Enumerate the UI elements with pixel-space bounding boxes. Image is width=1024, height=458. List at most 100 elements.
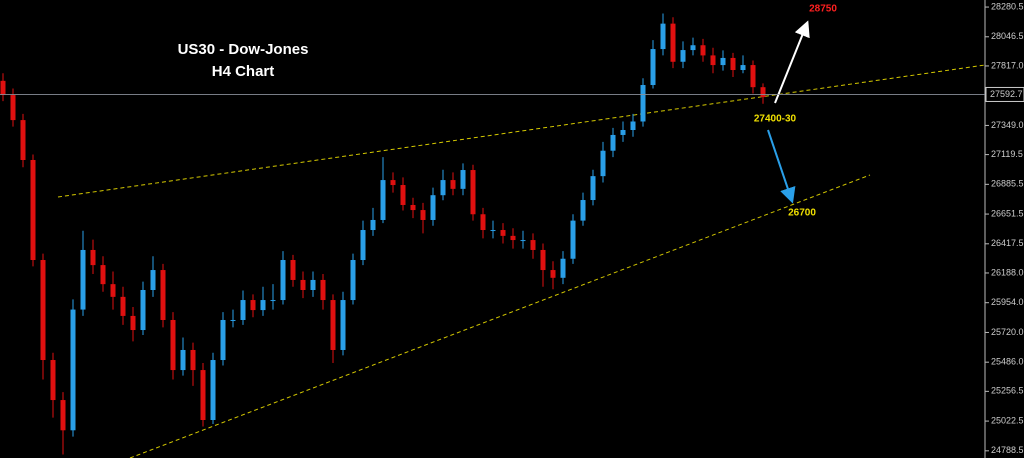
candle-body	[280, 260, 286, 301]
candle-body	[750, 65, 756, 88]
candle-body	[680, 50, 686, 62]
candle-body	[720, 57, 726, 66]
candle-body	[550, 270, 556, 278]
y-tick-label: 25954.0	[991, 297, 1024, 307]
annotation: 28750	[809, 4, 837, 15]
candle-body	[250, 300, 256, 311]
candle-body	[80, 249, 86, 310]
candle-body	[320, 279, 326, 301]
candle-body	[30, 159, 36, 261]
candle-body	[10, 95, 16, 121]
candle-body	[490, 230, 496, 232]
candle-body	[330, 300, 336, 350]
candles	[0, 13, 766, 455]
candle-body	[590, 176, 596, 201]
candle-body	[350, 260, 356, 301]
candle-body	[610, 134, 616, 151]
candle-body	[630, 121, 636, 131]
candle-body	[300, 279, 306, 290]
arrow-down	[767, 129, 796, 204]
candle-body	[760, 87, 766, 98]
candle-body	[100, 265, 106, 285]
candle-body	[90, 249, 96, 266]
candle-body	[310, 279, 316, 290]
candle-body	[340, 300, 346, 350]
candle-body	[160, 270, 166, 320]
y-tick-label: 27119.5	[991, 149, 1023, 159]
candle-body	[0, 80, 6, 96]
candle-body	[640, 85, 646, 122]
annotation: 27400-30	[754, 114, 797, 125]
candle-body	[170, 319, 176, 371]
candle-body	[740, 65, 746, 71]
candle-body	[150, 270, 156, 290]
candle-body	[180, 349, 186, 371]
candle-body	[370, 219, 376, 231]
candle-body	[40, 260, 46, 361]
trend-line	[129, 174, 871, 458]
candle-body	[140, 289, 146, 331]
candle-body	[710, 55, 716, 66]
candle-body	[70, 309, 76, 431]
candle-body	[650, 49, 656, 86]
y-tick-label: 28280.5	[991, 1, 1024, 11]
candle-body	[120, 296, 126, 316]
candle-body	[410, 204, 416, 211]
candle-body	[500, 230, 506, 236]
candle-body	[50, 360, 56, 401]
candle-body	[670, 23, 676, 62]
candle-body	[580, 200, 586, 221]
candle-body	[210, 360, 216, 421]
candle-body	[690, 45, 696, 51]
candle-body	[190, 349, 196, 371]
y-tick-label: 25720.0	[991, 327, 1024, 337]
candle-body	[130, 315, 136, 331]
candle-body	[110, 284, 116, 297]
y-tick-label: 26651.5	[991, 208, 1024, 218]
candle-body	[600, 150, 606, 177]
candle-body	[380, 180, 386, 220]
y-tick-label: 26188.0	[991, 267, 1024, 277]
candle-body	[260, 300, 266, 311]
candle-body	[470, 170, 476, 215]
candle-body	[220, 319, 226, 361]
candle-body	[570, 220, 576, 259]
candle-body	[530, 240, 536, 250]
candle-body	[270, 300, 276, 302]
candle-body	[510, 235, 516, 241]
candle-body	[520, 240, 526, 242]
trend-line	[57, 64, 986, 198]
y-tick-label: 27349.0	[991, 120, 1024, 130]
candle-body	[560, 258, 566, 278]
candle-body	[400, 185, 406, 205]
candle-body	[240, 300, 246, 320]
y-tick-label: 25022.5	[991, 415, 1024, 425]
candle-body	[460, 170, 466, 189]
candle-body	[200, 370, 206, 421]
y-tick-label: 25256.5	[991, 386, 1024, 396]
y-tick-label: 27817.0	[991, 60, 1024, 70]
candle-body	[450, 180, 456, 189]
candle-body	[440, 180, 446, 196]
y-tick-label: 25486.0	[991, 357, 1024, 367]
candle-body	[730, 57, 736, 71]
candle-body	[430, 195, 436, 220]
candle-body	[660, 23, 666, 50]
y-tick-label: 28046.5	[991, 31, 1024, 41]
price-label: 27592.7	[990, 89, 1023, 99]
candle-body	[390, 180, 396, 186]
candle-body	[360, 230, 366, 261]
candle-body	[290, 260, 296, 280]
candle-body	[20, 120, 26, 160]
chart-title: US30 - Dow-Jones	[178, 41, 309, 58]
y-tick-label: 24788.5	[991, 445, 1024, 455]
annotation: 26700	[788, 208, 816, 219]
candle-body	[700, 45, 706, 56]
candle-body	[540, 249, 546, 271]
y-tick-label: 26885.5	[991, 179, 1024, 189]
candle-body	[620, 130, 626, 135]
y-tick-label: 26417.5	[991, 238, 1024, 248]
arrow-up	[774, 20, 810, 104]
